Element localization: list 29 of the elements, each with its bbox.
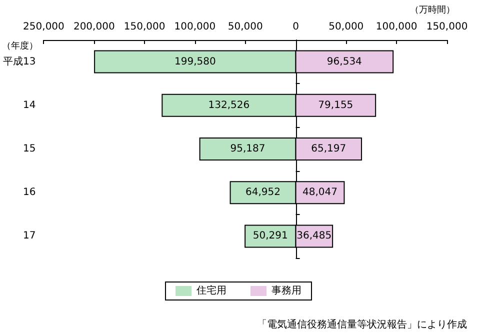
x-tick-label: 200,000: [73, 22, 115, 32]
x-tick-label: 50,000: [228, 22, 263, 32]
data-label: 199,580: [174, 56, 216, 68]
text: 「電気通信役務通信量等状況報告」により作成: [257, 318, 467, 330]
x-tick-label: 150,000: [426, 22, 468, 32]
y-tick-label: 17: [22, 230, 36, 242]
legend-label: 住宅用: [196, 284, 226, 296]
data-label: 48,047: [302, 187, 338, 198]
y-tick-label: 15: [22, 144, 36, 154]
x-tick-label: 150,000: [124, 22, 166, 32]
data-label: 36,485: [296, 230, 332, 242]
data-label: 50,291: [252, 230, 288, 242]
legend-label: 事務用: [272, 284, 302, 296]
y-tick-label: 14: [22, 100, 36, 111]
data-label: 65,197: [311, 144, 346, 154]
data-label: 95,187: [230, 144, 266, 154]
data-label: 64,952: [246, 187, 281, 198]
data-label: 79,155: [318, 100, 354, 111]
x-tick-label: 50,000: [328, 22, 364, 32]
x-tick-label: 100,000: [376, 22, 418, 32]
y-tick-label: 平成13: [2, 55, 36, 68]
y-tick-label: 16: [22, 187, 36, 198]
data-label: 96,534: [326, 56, 362, 68]
data-label: 132,526: [208, 100, 250, 111]
y-axis-title: （年度）: [2, 40, 38, 52]
x-tick-label: 0: [292, 22, 299, 32]
x-tick-label: 100,000: [174, 22, 216, 32]
x-tick-label: 250,000: [23, 22, 64, 32]
x-axis-title: （万時間）: [410, 4, 455, 16]
